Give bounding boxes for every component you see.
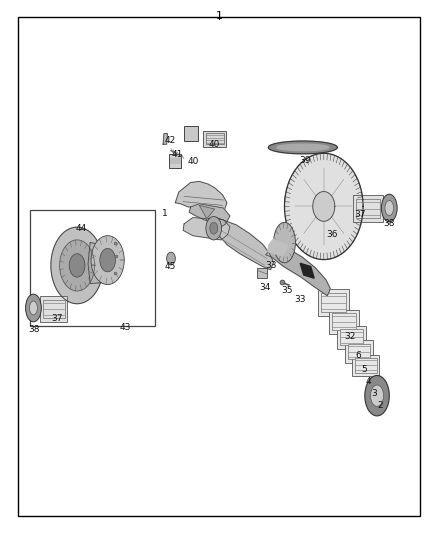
Text: 1: 1 — [162, 209, 167, 218]
Bar — [40, 296, 67, 322]
Bar — [332, 313, 356, 330]
Text: 37: 37 — [52, 313, 63, 322]
Text: 38: 38 — [384, 220, 395, 229]
Bar — [257, 268, 267, 278]
Text: 5: 5 — [361, 365, 367, 374]
Text: 33: 33 — [294, 295, 306, 304]
Ellipse shape — [91, 236, 124, 285]
Text: 34: 34 — [259, 283, 271, 292]
Polygon shape — [189, 204, 230, 228]
Text: 35: 35 — [281, 286, 293, 295]
Text: 36: 36 — [326, 230, 337, 239]
Polygon shape — [60, 240, 95, 291]
Polygon shape — [285, 154, 363, 260]
Text: 2: 2 — [378, 401, 383, 410]
Bar — [321, 293, 346, 312]
Text: 40: 40 — [187, 157, 198, 166]
Text: 32: 32 — [344, 332, 356, 341]
Polygon shape — [206, 217, 274, 270]
Bar — [353, 195, 383, 222]
Bar — [355, 358, 377, 373]
Bar — [169, 155, 181, 168]
Ellipse shape — [29, 301, 37, 315]
Bar — [203, 131, 226, 147]
Bar — [357, 199, 380, 218]
Bar — [318, 289, 349, 316]
Bar — [347, 344, 370, 359]
Text: 33: 33 — [265, 261, 277, 270]
Bar — [345, 341, 373, 363]
Ellipse shape — [100, 248, 116, 272]
Bar — [30, 210, 155, 326]
Polygon shape — [175, 181, 227, 213]
Text: 6: 6 — [356, 351, 362, 360]
Polygon shape — [268, 239, 288, 256]
Ellipse shape — [381, 194, 397, 222]
Ellipse shape — [206, 216, 222, 240]
Text: 4: 4 — [366, 377, 371, 386]
Bar — [43, 300, 65, 318]
Text: 1: 1 — [215, 11, 223, 21]
Bar — [340, 329, 363, 345]
Polygon shape — [183, 217, 230, 240]
Ellipse shape — [69, 254, 85, 277]
Bar — [205, 133, 224, 144]
Text: 45: 45 — [164, 262, 176, 271]
Polygon shape — [268, 141, 337, 154]
Polygon shape — [88, 243, 110, 284]
Bar — [337, 326, 366, 349]
Text: 43: 43 — [120, 323, 131, 332]
Text: 39: 39 — [300, 156, 311, 165]
Ellipse shape — [210, 222, 218, 234]
Polygon shape — [266, 245, 330, 296]
Text: 40: 40 — [209, 140, 220, 149]
Polygon shape — [313, 191, 335, 221]
Ellipse shape — [385, 200, 394, 215]
Text: 37: 37 — [354, 210, 365, 219]
Bar — [184, 126, 198, 141]
Polygon shape — [51, 227, 103, 304]
Ellipse shape — [274, 222, 295, 263]
Polygon shape — [300, 263, 314, 278]
Polygon shape — [199, 205, 215, 219]
Bar — [352, 355, 379, 376]
Ellipse shape — [25, 294, 41, 322]
Ellipse shape — [371, 385, 384, 406]
Bar — [329, 310, 359, 334]
Text: 41: 41 — [172, 150, 183, 159]
Text: 38: 38 — [28, 325, 39, 334]
Text: 44: 44 — [76, 224, 87, 233]
Text: 3: 3 — [371, 389, 377, 398]
Polygon shape — [163, 134, 167, 144]
Ellipse shape — [166, 252, 175, 265]
Text: 42: 42 — [165, 136, 176, 145]
Polygon shape — [277, 144, 328, 151]
Ellipse shape — [365, 375, 389, 416]
